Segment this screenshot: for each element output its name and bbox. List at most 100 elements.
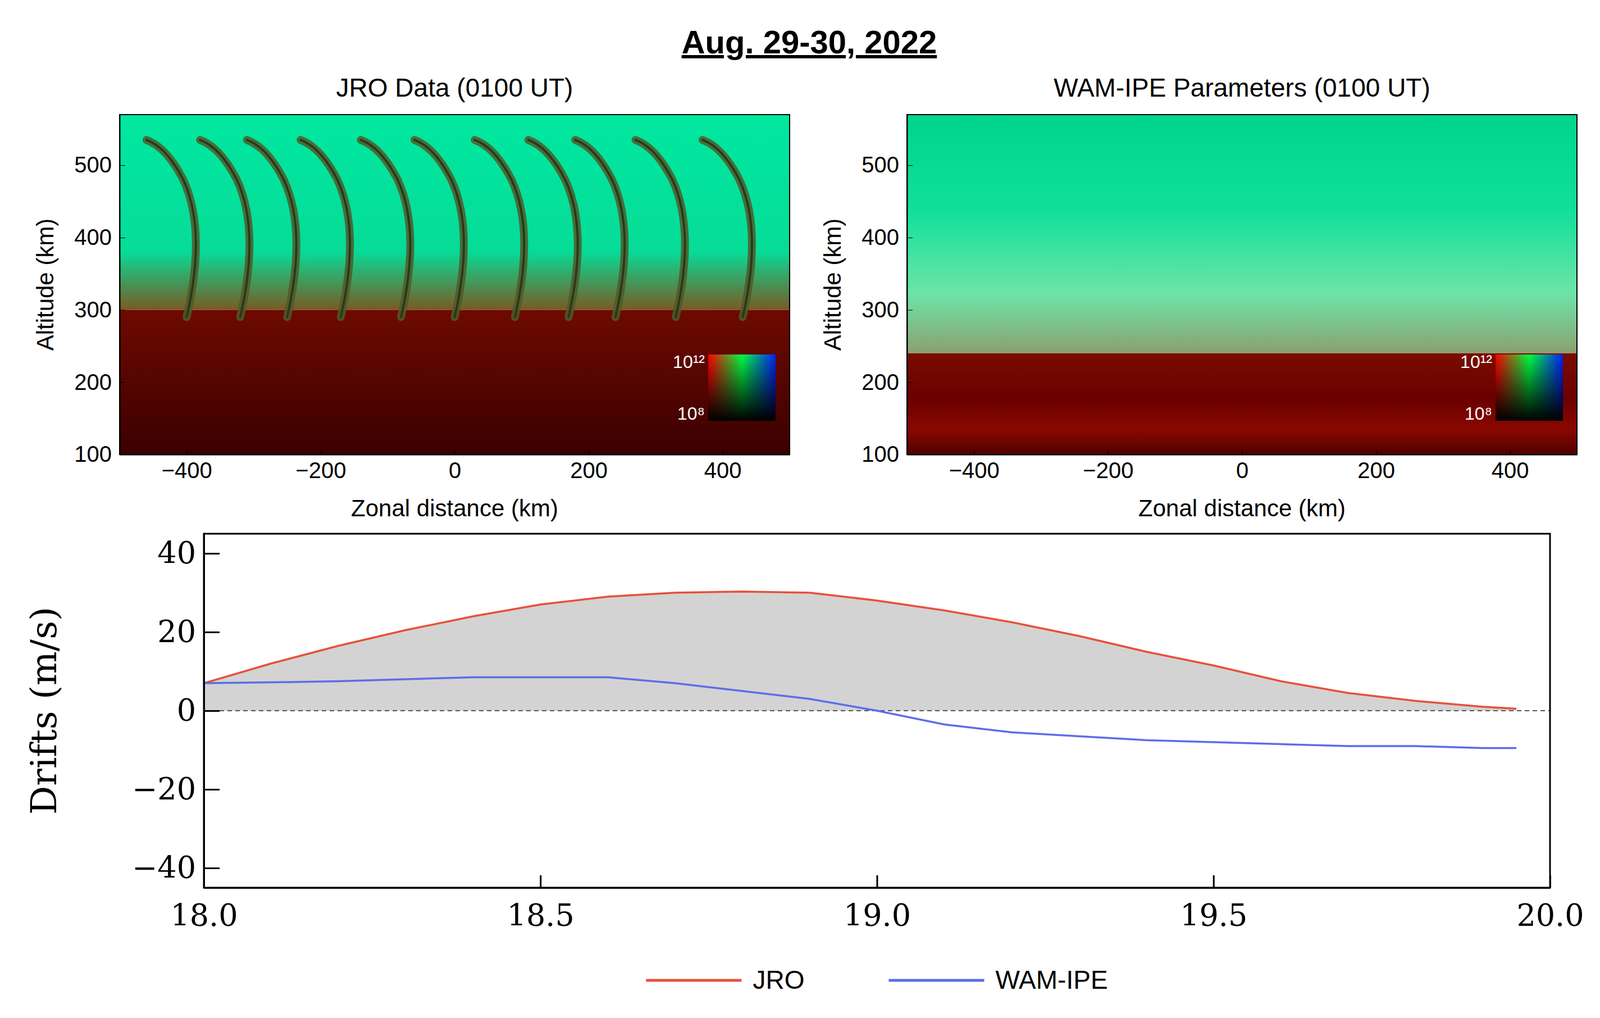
- tick-label: 100: [74, 441, 112, 467]
- series-line: [203, 677, 1517, 749]
- tick-mark: [119, 381, 126, 383]
- tick-label: 500: [861, 152, 900, 177]
- colorbar: [1495, 354, 1563, 421]
- colorbar-label: 10¹²: [672, 351, 705, 372]
- tick-label: 200: [1357, 457, 1396, 483]
- tick-mark: [588, 448, 590, 455]
- x-axis: −400 −200 0 200 400: [907, 448, 1578, 483]
- figure-title: Aug. 29-30, 2022: [681, 23, 938, 61]
- plume: [702, 139, 752, 317]
- plume: [528, 139, 578, 317]
- y-axis-title: Drifts (m/s): [23, 606, 65, 815]
- y-axis-title: Altitude (km): [32, 218, 59, 352]
- plume: [247, 139, 297, 317]
- tick-mark: [119, 165, 126, 166]
- tick-label: −400: [949, 457, 1000, 483]
- tick-label: 400: [74, 224, 112, 250]
- tick-mark: [203, 788, 220, 791]
- plume-core: [300, 139, 350, 317]
- tick-label: −400: [161, 457, 213, 483]
- bottomside-region: [119, 310, 790, 455]
- tick-mark: [906, 310, 913, 311]
- tick-label: 20.0: [1516, 897, 1584, 933]
- tick-label: 400: [704, 457, 742, 483]
- tick-mark: [906, 381, 913, 383]
- tick-mark: [1242, 448, 1243, 455]
- tick-mark: [203, 552, 220, 555]
- tick: 19.0: [843, 874, 911, 933]
- area: [203, 591, 1517, 711]
- tick: 200: [74, 369, 126, 395]
- tick: −20: [131, 771, 220, 807]
- plot-area: [203, 591, 1551, 749]
- plume-core: [702, 139, 752, 317]
- tick-mark: [186, 448, 188, 455]
- plume: [199, 139, 250, 317]
- tick-label: 0: [448, 457, 462, 483]
- legend-label: JRO: [752, 964, 805, 995]
- legend-swatch: [888, 978, 984, 982]
- tick: 400: [74, 224, 126, 250]
- tick-label: 18.0: [170, 897, 238, 933]
- plume: [635, 139, 686, 317]
- tick: 100: [74, 441, 126, 467]
- tick: 500: [74, 152, 126, 177]
- x-axis-title: Zonal distance (km): [1138, 494, 1346, 522]
- tick-label: −200: [295, 457, 346, 483]
- tick-mark: [876, 874, 879, 888]
- tick-mark: [203, 709, 220, 712]
- tick-mark: [722, 448, 724, 455]
- y-axis: 100 200 300 400 500: [74, 115, 126, 467]
- x-axis: 18.0 18.5 19.0 19.5 20.0: [170, 874, 1584, 933]
- panel-title: WAM-IPE Parameters (0100 UT): [1053, 73, 1431, 103]
- colorbar-label: 10⁸: [677, 403, 705, 424]
- tick-mark: [454, 448, 456, 455]
- colorbar: [708, 354, 776, 421]
- tick: −40: [131, 849, 220, 886]
- tick: −400: [161, 448, 213, 483]
- tick-mark: [320, 448, 322, 455]
- plot-frame: [119, 114, 790, 455]
- tick: 18.5: [507, 874, 575, 933]
- tick: −200: [1082, 448, 1134, 483]
- tick-mark: [203, 867, 220, 869]
- tick-label: 400: [1491, 457, 1530, 483]
- y-axis: −40−2002040: [131, 534, 220, 888]
- tick: 0: [1236, 448, 1249, 483]
- colorbar-label: 10⁸: [1464, 403, 1493, 424]
- plume-core: [474, 139, 524, 317]
- plume-core: [360, 139, 410, 317]
- tick: 0: [176, 692, 220, 728]
- plume: [575, 139, 625, 317]
- tick-mark: [1213, 874, 1215, 888]
- tick-mark: [1375, 448, 1377, 455]
- tick-mark: [539, 874, 542, 888]
- tick-label: −40: [131, 849, 196, 886]
- tick: 19.5: [1179, 874, 1248, 933]
- tick-label: 300: [74, 297, 112, 322]
- axis-line: [119, 115, 121, 455]
- tick-label: −20: [131, 771, 196, 807]
- legend-label: WAM-IPE: [995, 964, 1108, 995]
- legend-item: WAM-IPE: [888, 964, 1108, 995]
- series-line: [203, 591, 1517, 709]
- x-axis-title: Zonal distance (km): [351, 494, 559, 522]
- plume-core: [247, 139, 297, 317]
- tick-mark: [906, 165, 913, 166]
- tick-mark: [1510, 448, 1511, 455]
- legend-swatch: [645, 978, 742, 982]
- colorbar-shade: [708, 354, 776, 421]
- x-axis: −400−2000200400: [120, 448, 791, 483]
- tick: 200: [1357, 448, 1396, 483]
- tick-mark: [119, 237, 126, 239]
- axis-line: [906, 115, 909, 455]
- y-axis: 100200300400500: [861, 115, 913, 467]
- plume: [146, 139, 196, 317]
- topside-region: [906, 114, 1577, 354]
- tick: 100: [861, 441, 913, 467]
- colorbar-shade: [1495, 354, 1563, 421]
- tick-label: 100: [861, 441, 900, 467]
- tick-label: 20: [157, 613, 196, 650]
- tick: 300: [861, 297, 913, 322]
- tick-mark: [203, 631, 220, 633]
